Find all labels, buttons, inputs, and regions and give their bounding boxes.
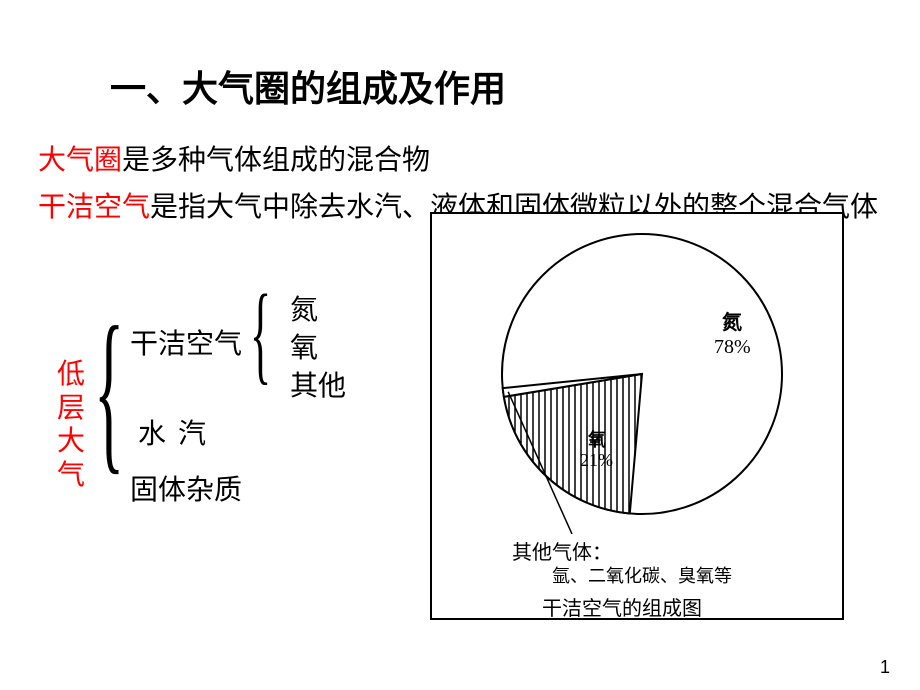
tree-main-2: 水汽: [138, 412, 218, 452]
brace-icon: {: [94, 300, 124, 480]
nitrogen-label: 氮: [722, 306, 742, 335]
vertical-label: 低层大气: [56, 358, 86, 492]
tree-sub-1: 氮: [290, 288, 318, 328]
tree-sub-2: 氧: [290, 326, 318, 366]
page-number: 1: [880, 657, 890, 678]
oxygen-pct: 21%: [580, 450, 613, 471]
highlight-1: 大气圈: [38, 145, 122, 176]
other-gas-label: 其他气体：: [512, 536, 612, 565]
tree-main-3: 固体杂质: [130, 468, 242, 508]
other-gas-list: 氩、二氧化碳、臭氧等: [552, 562, 732, 588]
pie-chart-frame: 氮 78% 氧 21% 其他气体： 氩、二氧化碳、臭氧等 干洁空气的组成图: [430, 212, 844, 620]
intro-line-1: 大气圈是多种气体组成的混合物: [38, 138, 430, 178]
nitrogen-pct: 78%: [714, 336, 751, 359]
pie-chart: [452, 224, 832, 534]
tree-main-1: 干洁空气: [130, 322, 242, 362]
tree-sub-3: 其他: [290, 364, 346, 404]
brace-icon: {: [250, 278, 271, 388]
oxygen-label: 氧: [588, 426, 606, 452]
slide-title: 一、大气圈的组成及作用: [110, 60, 506, 112]
chart-title: 干洁空气的组成图: [542, 592, 702, 621]
text-1: 是多种气体组成的混合物: [122, 145, 430, 176]
highlight-2: 干洁空气: [38, 192, 150, 223]
